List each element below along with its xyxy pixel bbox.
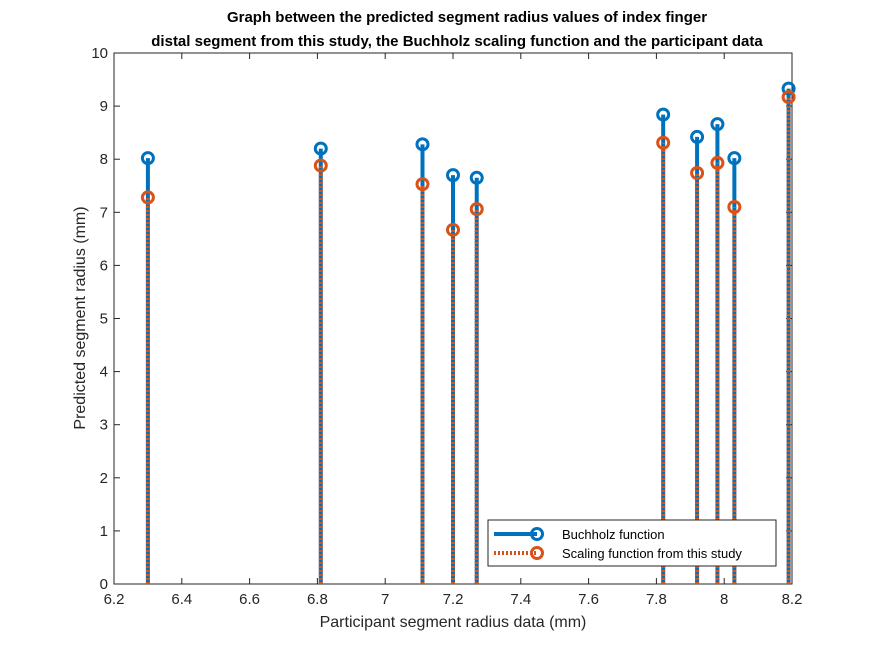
buchholz-marker [710, 117, 725, 132]
buchholz-marker [690, 129, 705, 144]
buchholz-marker [656, 107, 671, 122]
x-tick-label: 6.6 [239, 591, 260, 608]
scaling-marker [415, 177, 430, 192]
x-tick-label: 8.2 [782, 591, 803, 608]
y-tick-label: 5 [100, 311, 108, 328]
buchholz-marker [781, 81, 796, 96]
y-tick-label: 10 [91, 45, 108, 62]
x-tick-label: 6.8 [307, 591, 328, 608]
x-tick-label: 7.4 [510, 591, 531, 608]
x-tick-label: 6.2 [104, 591, 125, 608]
chart-title-line-1: Graph between the predicted segment radi… [227, 9, 707, 26]
legend-label: Scaling function from this study [562, 546, 742, 561]
x-tick-label: 8 [720, 591, 728, 608]
buchholz-marker [446, 168, 460, 183]
y-tick-label: 3 [100, 417, 108, 434]
x-tick-label: 7.6 [578, 591, 599, 608]
scaling-marker [727, 199, 742, 214]
x-tick-label: 6.4 [171, 591, 192, 608]
x-tick-label: 7 [381, 591, 389, 608]
scaling-marker [469, 202, 484, 217]
legend: Buchholz function Scaling function from t… [487, 519, 777, 567]
buchholz-marker [415, 137, 430, 152]
buchholz-marker [140, 151, 155, 166]
chart-title-line-2: distal segment from this study, the Buch… [151, 33, 763, 50]
scaling-marker [690, 166, 705, 181]
x-axis-label: Participant segment radius data (mm) [320, 614, 587, 631]
axis-ticks: 6.2 6.4 6.6 6.8 7 7.2 7.4 7.6 7.8 8 8.2 0 1 2 3 4 5 6 7 8 9 1… [91, 45, 802, 608]
scaling-marker [710, 155, 725, 170]
legend-label: Buchholz function [562, 527, 665, 542]
y-tick-label: 0 [100, 576, 108, 593]
x-tick-label: 7.8 [646, 591, 667, 608]
legend-marker [530, 527, 544, 541]
y-axis-label: Predicted segment radius (mm) [72, 206, 89, 429]
buchholz-marker [727, 151, 742, 166]
scaling-marker [140, 190, 155, 205]
scaling-marker [446, 222, 460, 237]
y-tick-label: 6 [100, 257, 108, 274]
y-tick-label: 4 [100, 364, 108, 381]
y-tick-label: 7 [100, 204, 108, 221]
buchholz-marker [313, 141, 328, 156]
y-tick-label: 9 [100, 98, 108, 115]
stem-series [140, 81, 796, 584]
y-tick-label: 2 [100, 470, 108, 487]
scaling-marker [656, 135, 671, 150]
scaling-marker [313, 158, 328, 173]
x-tick-label: 7.2 [443, 591, 464, 608]
y-tick-label: 1 [100, 523, 108, 540]
buchholz-marker [469, 170, 484, 185]
legend-marker [530, 546, 544, 560]
y-tick-label: 8 [100, 151, 108, 168]
scaling-marker [781, 90, 796, 105]
